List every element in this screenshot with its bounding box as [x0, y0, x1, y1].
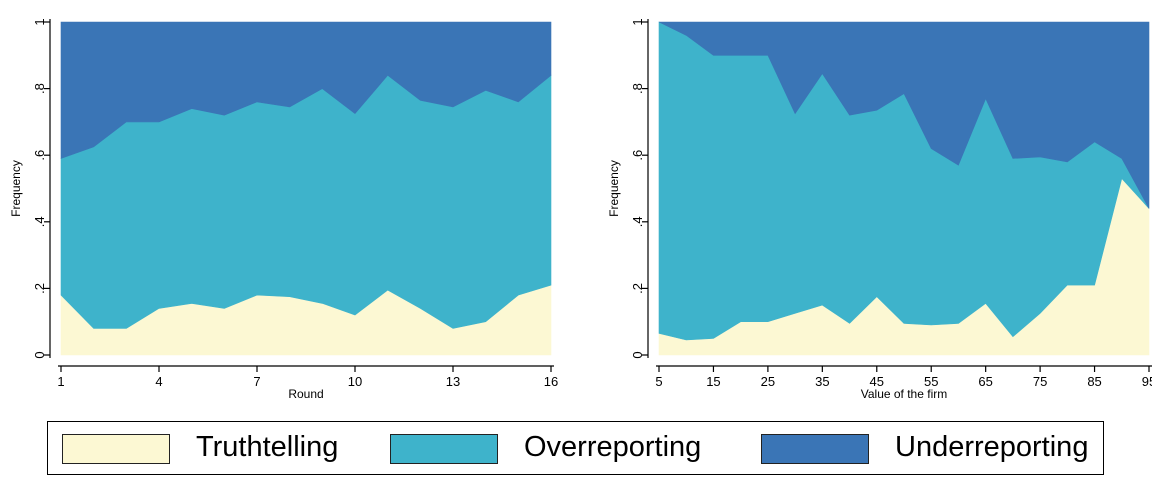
y-tick-label: .2: [630, 283, 645, 294]
y-axis-title: Frequency: [607, 160, 621, 217]
x-tick-label: 45: [870, 374, 884, 389]
overreporting-swatch: [390, 434, 498, 464]
y-tick-label: .6: [630, 150, 645, 161]
x-tick-label: 35: [815, 374, 829, 389]
x-tick-label: 7: [253, 374, 260, 389]
x-tick-label: 85: [1087, 374, 1101, 389]
underreporting-swatch: [761, 434, 869, 464]
x-tick-label: 15: [706, 374, 720, 389]
y-tick-label: .4: [630, 216, 645, 227]
y-tick-label: .6: [32, 150, 47, 161]
y-tick-label: .8: [32, 83, 47, 94]
overreporting-label: Overreporting: [524, 431, 702, 463]
underreporting-label: Underreporting: [895, 431, 1089, 463]
y-tick-label: 0: [630, 351, 645, 358]
x-tick-label: 65: [978, 374, 992, 389]
x-tick-label: 10: [348, 374, 362, 389]
x-tick-label: 25: [761, 374, 775, 389]
x-tick-label: 4: [155, 374, 162, 389]
charts-area: 0 .2 .4 .6 .8 1 1 4 7 10 13 16 Frequency Round 0 .2 .4.…: [9, 18, 1152, 401]
y-tick-label: .8: [630, 83, 645, 94]
x-tick-label: 16: [544, 374, 558, 389]
area-underreporting: [658, 21, 1150, 209]
y-tick-label: .2: [32, 283, 47, 294]
round-chart: 0 .2 .4 .6 .8 1 1 4 7 10 13 16 Frequency Round: [9, 18, 558, 401]
x-axis-title: Value of the firm: [861, 387, 947, 401]
firm-value-chart: 0.2.4.6.815152535455565758595FrequencyVa…: [607, 18, 1152, 401]
legend: Truthtelling Overreporting Underreportin…: [47, 421, 1104, 475]
area-underreporting: [60, 21, 552, 159]
x-tick-label: 75: [1033, 374, 1047, 389]
x-tick-label: 55: [924, 374, 938, 389]
y-tick-label: .4: [32, 216, 47, 227]
y-axis-title: Frequency: [9, 160, 23, 217]
x-axis-title: Round: [288, 387, 323, 401]
x-tick-label: 1: [57, 374, 64, 389]
x-tick-label: 95: [1142, 374, 1152, 389]
y-tick-label: 1: [630, 18, 645, 25]
y-tick-label: 1: [32, 18, 47, 25]
x-tick-label: 13: [446, 374, 460, 389]
truthtelling-label: Truthtelling: [196, 431, 339, 463]
truthtelling-swatch: [62, 434, 170, 464]
y-tick-label: 0: [32, 351, 47, 358]
x-tick-label: 5: [655, 374, 662, 389]
